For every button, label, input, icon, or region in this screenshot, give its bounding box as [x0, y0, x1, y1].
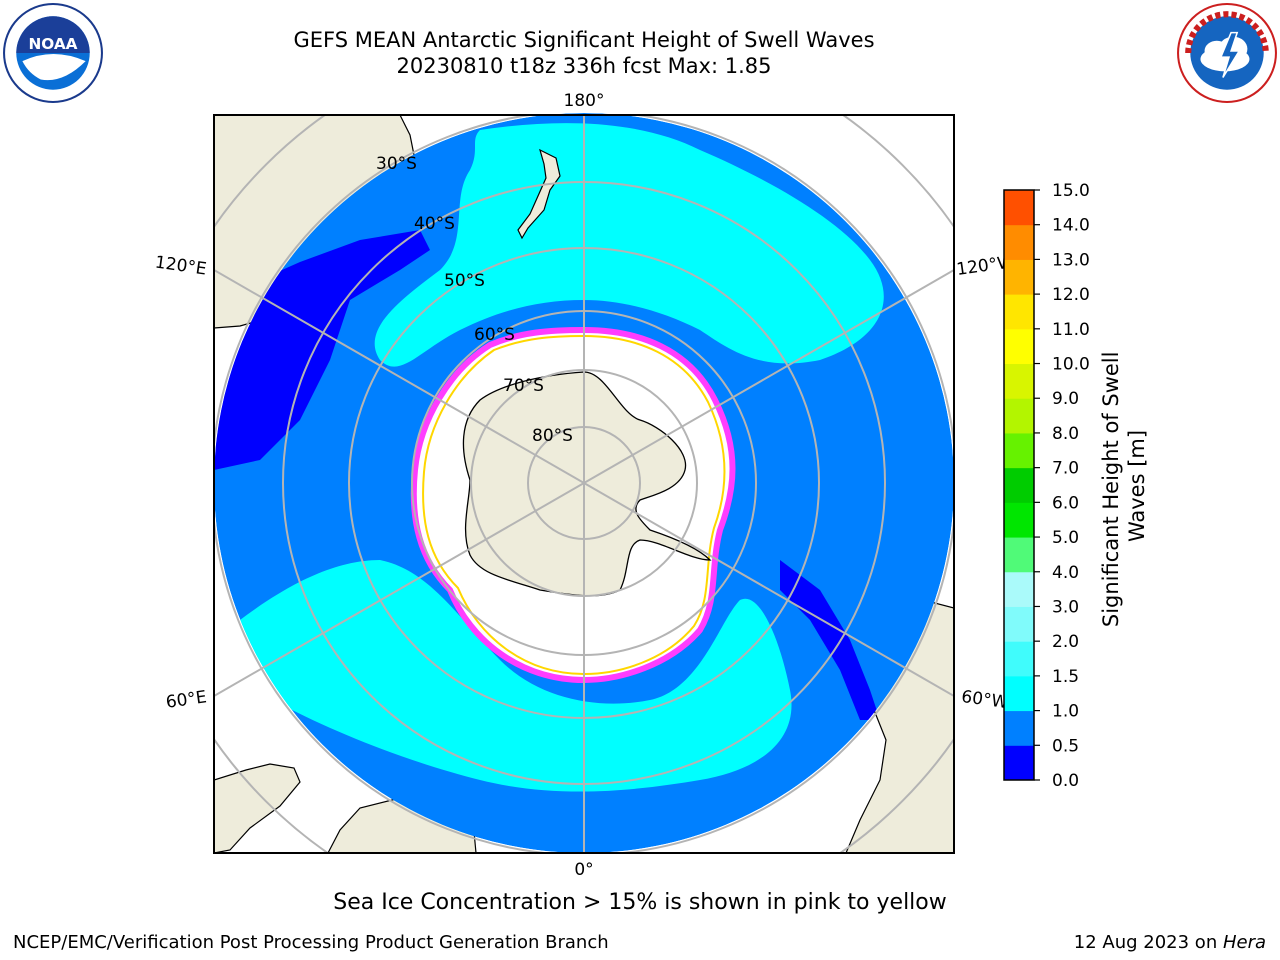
colorbar-swatch	[1004, 190, 1034, 226]
colorbar-swatch	[1004, 571, 1034, 607]
colorbar-tick-label: 13.0	[1052, 250, 1090, 270]
colorbar-swatch	[1004, 537, 1034, 573]
colorbar-label: Significant Height of Swell Waves [m]	[1099, 345, 1149, 627]
colorbar-tick-label: 15.0	[1052, 181, 1090, 201]
colorbar-tick-label: 6.0	[1052, 493, 1079, 513]
colorbar: 0.0 0.5 1.0 1.5 2.0 3.0 4.0 5.0 6.0 7.0 8.0 9.0 10.0…	[1003, 181, 1090, 791]
colorbar-label-line1: Significant Height of Swell	[1099, 352, 1123, 628]
colorbar-swatch	[1004, 502, 1034, 538]
colorbar-swatch	[1004, 363, 1034, 399]
colorbar-tick-label: 1.0	[1052, 702, 1079, 722]
colorbar-tick-label: 2.0	[1052, 632, 1079, 652]
colorbar-tick-label: 0.0	[1052, 771, 1079, 791]
africa-land	[214, 763, 301, 853]
colorbar-swatch	[1004, 467, 1034, 503]
colorbar-swatch	[1004, 398, 1034, 434]
colorbar-swatch	[1004, 675, 1034, 712]
colorbar-tick-label: 5.0	[1052, 528, 1079, 548]
lon-label-60w: 60°W	[960, 687, 1009, 713]
colorbar-swatch	[1004, 606, 1034, 642]
lat-label-30s: 30°S	[376, 154, 417, 174]
chart-title: GEFS MEAN Antarctic Significant Height o…	[293, 28, 875, 52]
footer-credit: NCEP/EMC/Verification Post Processing Pr…	[13, 932, 609, 953]
lat-label-70s: 70°S	[503, 376, 544, 396]
colorbar-tick-label: 14.0	[1052, 216, 1090, 236]
noaa-logo-text: NOAA	[28, 35, 77, 53]
colorbar-tick-label: 0.5	[1052, 736, 1079, 756]
colorbar-swatch	[1004, 641, 1034, 677]
colorbar-tick-label: 8.0	[1052, 424, 1079, 444]
lon-label-180: 180°	[564, 91, 605, 111]
colorbar-swatch	[1004, 294, 1034, 330]
graticule	[214, 115, 954, 853]
nws-logo	[1177, 3, 1277, 103]
colorbar-tick-label: 7.0	[1052, 459, 1079, 479]
colorbar-swatch	[1004, 432, 1034, 469]
colorbar-tick-label: 1.5	[1052, 667, 1079, 687]
colorbar-swatch	[1004, 224, 1034, 260]
lon-label-120e: 120°E	[154, 253, 208, 280]
colorbar-tick-label: 11.0	[1052, 320, 1090, 340]
colorbar-tick-label: 3.0	[1052, 597, 1079, 617]
lat-label-40s: 40°S	[414, 214, 455, 234]
colorbar-tick-label: 12.0	[1052, 285, 1090, 305]
colorbar-swatch	[1004, 745, 1034, 781]
noaa-logo: NOAA	[3, 3, 103, 103]
colorbar-label-line2: Waves [m]	[1125, 430, 1149, 542]
lon-label-0: 0°	[574, 860, 593, 880]
footer-date: 12 Aug 2023 on Hera	[1074, 932, 1266, 953]
new-zealand-land	[517, 148, 561, 240]
lat-label-80s: 80°S	[532, 426, 573, 446]
colorbar-swatch	[1004, 259, 1034, 295]
colorbar-frame	[1003, 189, 1035, 781]
colorbar-tick-label: 10.0	[1052, 355, 1090, 375]
chart-subtitle: 20230810 t18z 336h fcst Max: 1.85	[396, 54, 772, 78]
lat-label-50s: 50°S	[444, 271, 485, 291]
footer-date-text: 12 Aug 2023 on	[1073, 932, 1223, 953]
sea-ice-caption: Sea Ice Concentration > 15% is shown in …	[333, 890, 947, 915]
colorbar-swatch	[1004, 710, 1034, 746]
lat-label-60s: 60°S	[474, 325, 515, 345]
colorbar-tick-label: 4.0	[1052, 563, 1079, 583]
colorbar-tick-label: 9.0	[1052, 389, 1079, 409]
footer-host: Hera	[1222, 932, 1266, 953]
lon-label-60e: 60°E	[165, 687, 208, 712]
map-frame	[213, 114, 955, 854]
colorbar-swatch	[1004, 328, 1034, 365]
